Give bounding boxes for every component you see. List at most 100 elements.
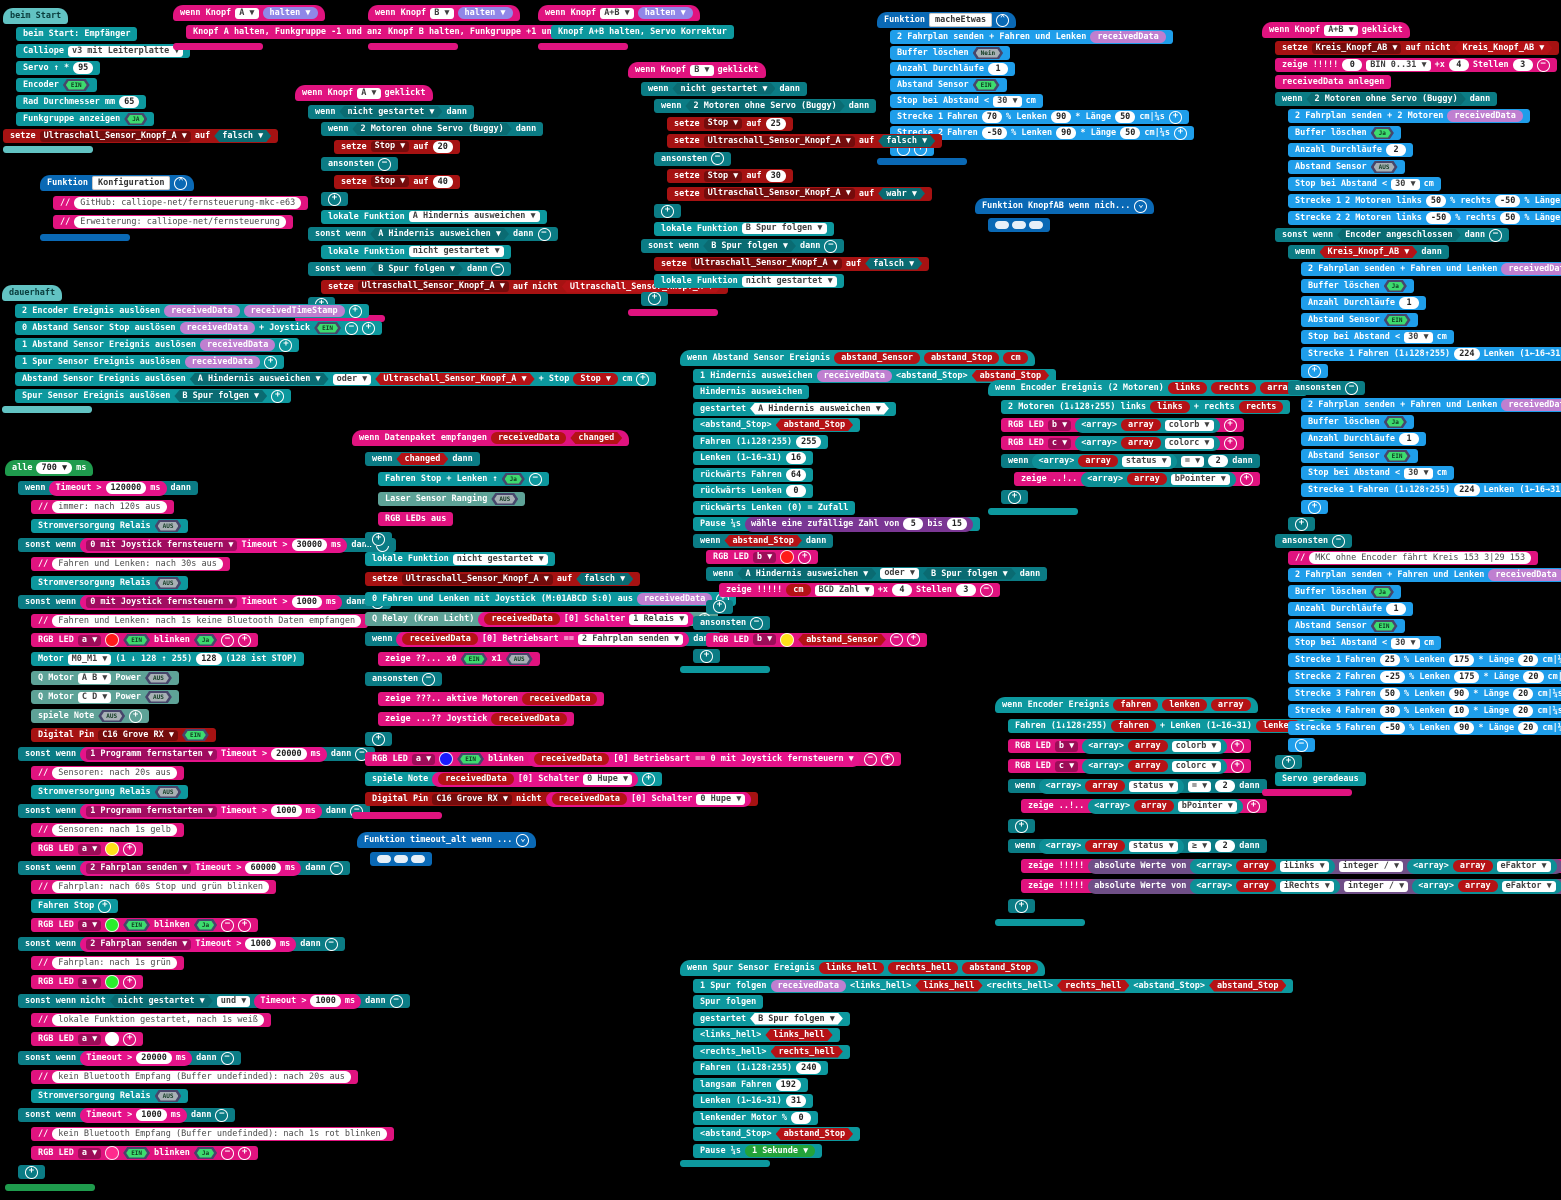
dropdown-field[interactable]: 1 Programm fernstarten ▼ [86,805,218,817]
plus-icon[interactable]: + [1230,759,1244,773]
toggle[interactable]: Ja [502,473,525,485]
block-row[interactable]: + [1288,517,1315,531]
block-row[interactable]: Strecke 2 Fahren -25% Lenken 175 * Länge 20 cm… [1288,670,1561,684]
block-row[interactable]: wenn <array> array status ▼ = ▼ 2 dann [1001,453,1260,469]
block-row[interactable]: wenn nicht gestartet ▼ dann [308,104,474,119]
color-swatch[interactable] [780,632,795,647]
dropdown-field[interactable]: B ▼ [430,7,454,19]
block-row[interactable]: sonst wenn 1 Programm fernstarten ▼ Timeou… [18,803,371,819]
block-row[interactable]: wenn changed dann [365,452,480,466]
color-swatch[interactable] [105,633,120,647]
plus-icon[interactable]: + [1308,500,1321,514]
dropdown-field[interactable]: = ▼ [1180,455,1205,467]
dropdown-field[interactable]: bPointer ▼ [1177,800,1237,812]
block-row[interactable]: Q Motor C D ▼ Power AUS [31,690,179,704]
toggle[interactable]: AUS [1371,161,1398,173]
color-swatch[interactable] [439,752,454,766]
boolean-hex[interactable]: abstand_Stop [724,535,801,547]
dropdown-field[interactable]: Ultraschall_Sensor_Knopf_A ▼ [39,130,191,142]
block-row[interactable]: Stromversorgung Relais AUS [31,1089,189,1103]
plus-icon[interactable]: + [123,842,137,856]
block-row[interactable]: Funktion KnopfAB wenn nich... ⌄ [975,198,1155,214]
value-pill[interactable]: receivedData [522,693,598,705]
number-input[interactable]: 25 [765,117,786,130]
value-pill[interactable]: rechts_hell [888,962,959,974]
block-row[interactable]: Abstand Sensor AUS [1288,160,1405,174]
block-row[interactable]: + [654,204,681,218]
block-row[interactable]: Anzahl Durchläufe 2 [1288,143,1413,157]
block-row[interactable]: wenn Knopf A ▼ geklickt [295,85,433,101]
block-row[interactable]: spiele Note AUS + [31,709,150,723]
plus-icon[interactable]: + [98,899,112,913]
block-row[interactable]: lokale Funktion B Spur folgen ▼ [654,221,834,236]
value-pill[interactable]: array [1078,455,1118,467]
block-row[interactable]: Lenken (1←16→31) 16 [693,451,814,465]
dropdown-field[interactable]: b ▼ [752,634,777,645]
block-row[interactable]: beim Start [3,8,69,24]
toggle[interactable]: EIN [461,653,488,665]
number-input[interactable]: 700 ▼ [36,462,73,474]
block-row[interactable]: Q Relay (Kran Licht) receivedData [0] Scha… [365,611,719,627]
boolean-hex[interactable]: rechts_hell [1057,980,1129,992]
boolean-hex[interactable]: Encoder angeschlossen [1337,229,1460,241]
plus-icon[interactable]: + [264,355,278,369]
value-pill[interactable]: cm [1003,352,1028,364]
block-row[interactable]: wenn Knopf A+B ▼ halten ▼ [538,5,700,21]
toggle[interactable]: EIN [1371,620,1398,632]
number-input[interactable]: 2 [1215,840,1236,852]
block-row[interactable]: Spur folgen [693,995,764,1009]
block-row[interactable]: wenn Knopf B ▼ halten ▼ [368,5,520,21]
dropdown-field[interactable]: integer / ▼ [1338,860,1404,872]
value-pill[interactable]: fahren [1111,720,1156,732]
value-pill[interactable]: receivedData [1447,110,1523,122]
number-input[interactable]: 3 [955,584,976,596]
color-swatch[interactable] [105,1146,120,1160]
dropdown-field[interactable]: C16 Grove RX ▼ [432,793,512,805]
dropdown-field[interactable]: 0 Hupe ▼ [696,793,746,805]
toggle[interactable]: EIN [973,79,1000,91]
plus-icon[interactable]: + [123,1032,137,1046]
block-row[interactable]: ansonsten − [321,157,399,171]
value-pill[interactable]: links [1167,382,1208,394]
block-row[interactable]: + [1275,755,1302,769]
value-pill[interactable]: abstand_Stop [923,352,1000,364]
toggle[interactable]: AUS [145,672,172,684]
block-row[interactable]: wenn A Hindernis ausweichen ▼ oder ▼ B Spur… [706,566,1048,581]
dropdown-field[interactable]: B Spur folgen ▼ [741,223,827,234]
dropdown-field[interactable]: Stop ▼ [370,176,410,187]
dropdown-field[interactable]: Kreis_Knopf_AB ▼ [1311,42,1402,54]
number-input[interactable]: 0 [1342,59,1363,71]
number-input[interactable]: 20 [1523,671,1544,683]
dropdown-field[interactable]: b ▼ [752,551,777,563]
block-row[interactable]: 0 Abstand Sensor Stop auslösen receivedDa… [15,321,382,335]
block-row[interactable]: 2 Fahrplan senden + Fahren und Lenken rec… [890,30,1173,44]
number-input[interactable]: 1000 [271,805,302,817]
plus-icon[interactable]: + [123,975,137,989]
number-input[interactable]: 20000 [136,1052,172,1064]
expand-icon[interactable]: ⌄ [1134,199,1148,213]
value-pill[interactable]: lenken [1162,699,1207,711]
block-row[interactable]: Abstand Sensor EIN [1301,313,1418,327]
block-row[interactable]: Buffer löschen Ja [1301,279,1414,293]
block-row[interactable]: wenn Kreis_Knopf_AB ▼ dann [1288,245,1449,259]
block-row[interactable]: Digital Pin C16 Grove RX ▼ EIN [31,728,216,742]
number-input[interactable]: 95 [73,62,94,74]
minus-icon[interactable]: − [422,672,436,686]
boolean-hex[interactable]: A Hindernis ausweichen ▼ [750,403,889,415]
dropdown-field[interactable]: status ▼ [1128,840,1178,852]
value-pill[interactable]: receivedData [637,593,713,605]
number-input[interactable]: 10 [1448,705,1470,717]
value-pill[interactable]: receivedData [816,369,893,382]
toggle[interactable]: EIN [63,79,90,91]
boolean-hex[interactable]: abstand_Stop [972,370,1049,382]
dropdown-field[interactable]: a ▼ [77,634,102,646]
minus-icon[interactable]: − [750,616,764,630]
number-input[interactable]: 5 [903,518,924,530]
block-row[interactable]: <links_hell> links_hell [693,1028,840,1042]
block-row[interactable]: spiele Note receivedData [0] Schalter 0 Hup… [365,771,663,787]
value-pill[interactable]: receivedData [438,773,514,785]
block-row[interactable]: <abstand_Stop> abstand_Stop [693,418,861,432]
number-input[interactable]: 30 [1379,705,1401,717]
dropdown-field[interactable]: iLinks ▼ [1279,860,1329,872]
